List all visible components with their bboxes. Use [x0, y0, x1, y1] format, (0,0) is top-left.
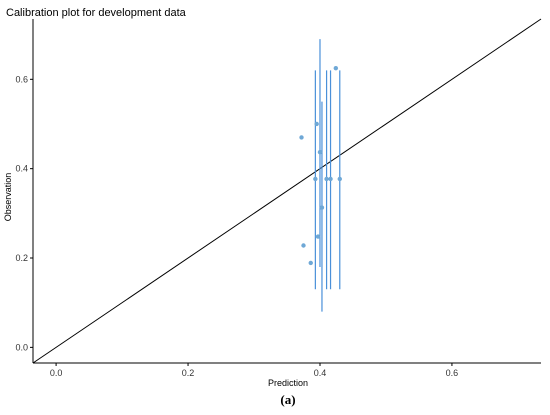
- x-axis-ticks: 0.0 0.2 0.4 0.6: [50, 363, 458, 378]
- y-tick-label: 0.4: [15, 164, 28, 174]
- y-tick-label: 0.6: [15, 74, 28, 84]
- y-tick-label: 0.2: [15, 253, 28, 263]
- data-points: [299, 65, 342, 266]
- data-point: [328, 176, 333, 182]
- data-point: [333, 65, 339, 71]
- data-point: [314, 121, 319, 127]
- x-tick-label: 0.2: [182, 368, 195, 378]
- data-point: [315, 234, 321, 239]
- x-tick-label: 0.4: [314, 368, 327, 378]
- data-point: [317, 149, 323, 155]
- y-tick-label: 0.0: [15, 342, 28, 352]
- figure-caption: (a): [280, 392, 295, 407]
- data-point: [301, 243, 306, 248]
- data-point: [313, 176, 318, 182]
- chart-title: Calibration plot for development data: [6, 7, 187, 19]
- data-point: [319, 205, 325, 210]
- y-axis-title: Observation: [3, 173, 13, 222]
- error-bars: [314, 39, 341, 312]
- x-axis-title: Prediction: [268, 378, 308, 388]
- data-point: [324, 176, 329, 182]
- data-point: [299, 135, 304, 140]
- reference-diagonal-line: [32, 18, 542, 364]
- plot-area: [32, 18, 542, 364]
- data-point: [308, 260, 313, 266]
- x-tick-label: 0.0: [50, 368, 63, 378]
- y-axis-ticks: 0.0 0.2 0.4 0.6: [15, 74, 33, 352]
- x-tick-label: 0.6: [446, 368, 459, 378]
- data-point: [337, 176, 342, 182]
